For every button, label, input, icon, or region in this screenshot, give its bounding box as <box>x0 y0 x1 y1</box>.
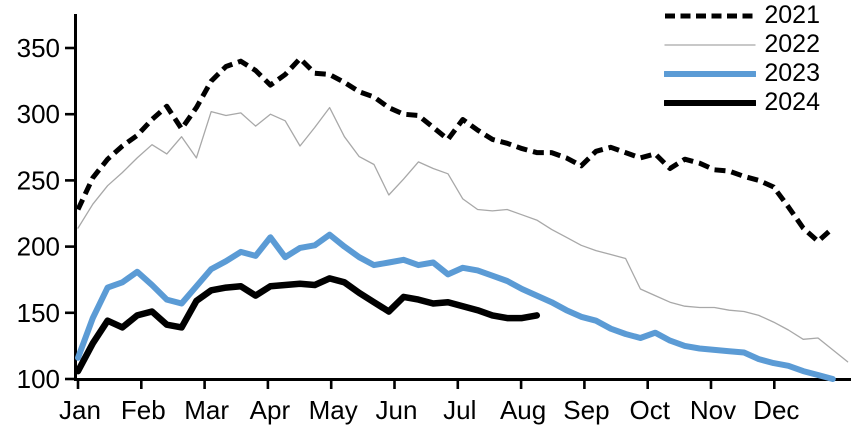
y-tick-label: 300 <box>17 99 60 129</box>
series-lines <box>74 56 849 382</box>
x-tick-label: Feb <box>121 395 166 425</box>
y-tick-label: 200 <box>17 232 60 262</box>
series-line-2021 <box>75 56 835 244</box>
legend: 2021 2022 2023 2024 <box>664 1 820 117</box>
axis-ticks <box>65 46 776 389</box>
x-tick-label: Sep <box>563 395 609 425</box>
legend-sample-2021-dashed-line <box>665 13 756 18</box>
x-tick-label: Dec <box>753 395 799 425</box>
y-tick-label: 100 <box>17 364 60 394</box>
series-line-2022 <box>77 106 849 363</box>
x-tick-label: May <box>309 395 358 425</box>
legend-label-2023: 2023 <box>764 59 820 87</box>
legend-row-2023: 2023 <box>664 59 820 88</box>
y-tick-label: 250 <box>17 165 60 195</box>
legend-sample-2022-thin-line <box>664 43 757 46</box>
legend-label-2021: 2021 <box>764 1 820 29</box>
x-tick-label: Jul <box>443 395 476 425</box>
x-tick-label: Aug <box>500 395 546 425</box>
legend-sample-2023-blue-line <box>664 70 757 77</box>
x-tick-label: Nov <box>690 395 736 425</box>
x-tick-label: Oct <box>629 395 670 425</box>
legend-label-2024: 2024 <box>764 88 820 116</box>
x-tick-label: Jun <box>376 395 418 425</box>
legend-row-2022: 2022 <box>664 30 820 59</box>
y-tick-label: 150 <box>17 298 60 328</box>
legend-row-2024: 2024 <box>664 88 820 117</box>
series-line-2024 <box>74 275 541 375</box>
legend-sample-2024-black-line <box>664 99 757 106</box>
x-tick-label: Apr <box>250 395 291 425</box>
legend-label-2022: 2022 <box>764 30 820 58</box>
legend-row-2021: 2021 <box>664 1 820 30</box>
y-tick-label: 350 <box>17 33 60 63</box>
series-line-2023 <box>75 231 836 382</box>
x-tick-label: Mar <box>184 395 229 425</box>
x-tick-label: Jan <box>59 395 101 425</box>
